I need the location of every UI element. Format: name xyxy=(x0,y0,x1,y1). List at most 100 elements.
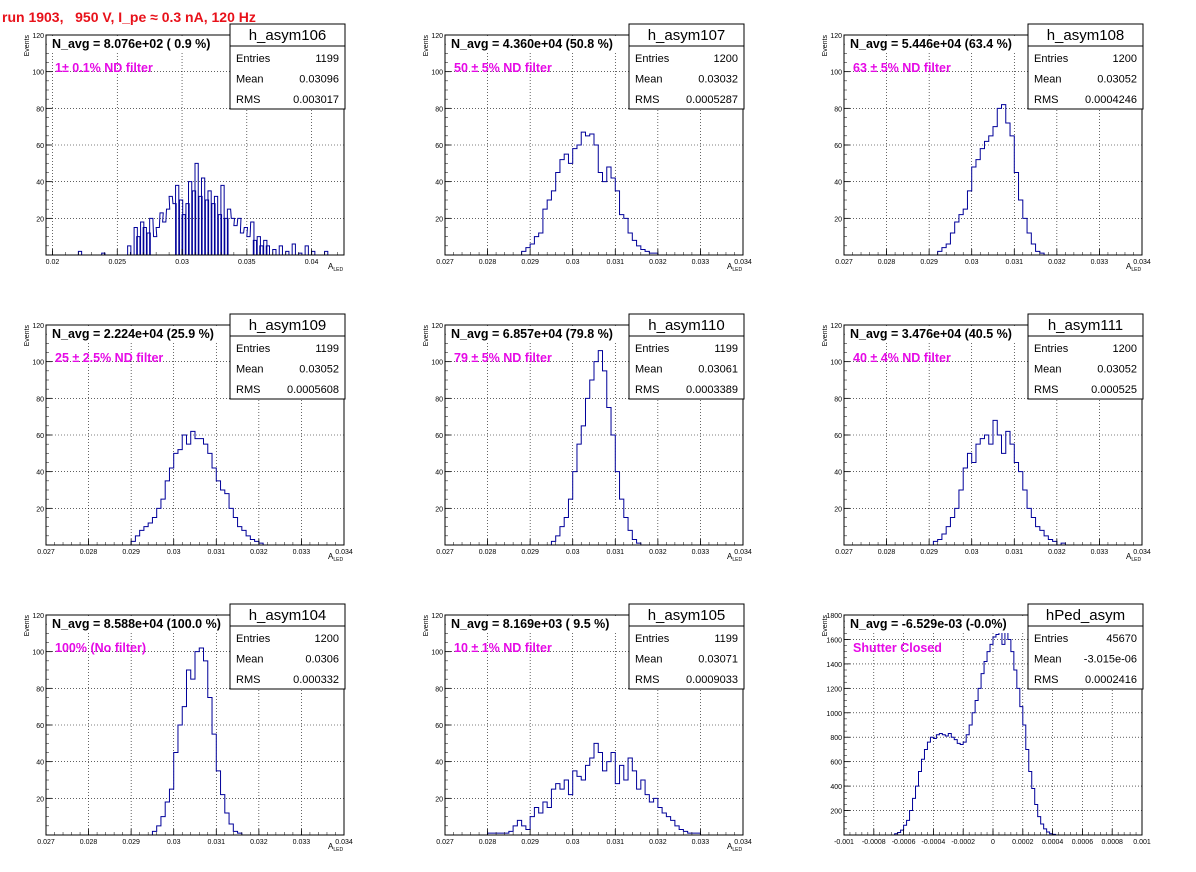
y-tick-label: 60 xyxy=(435,433,443,440)
x-tick-label: 0.031 xyxy=(208,549,226,556)
y-tick-label: 120 xyxy=(32,33,44,40)
x-tick-label: 0.032 xyxy=(250,839,268,846)
y-tick-label: 80 xyxy=(36,686,44,693)
stats-value: 0.03052 xyxy=(299,364,339,376)
histogram-panel-h_asym104: 20 40 60 80 100 120 0.027 0.028 0.029 0.03 0.031 0.… xyxy=(24,603,353,853)
navg-box xyxy=(845,616,1065,633)
stats-value: 1200 xyxy=(1113,343,1137,355)
x-tick-label: 0.028 xyxy=(479,839,497,846)
stats-value: 1200 xyxy=(315,633,339,645)
stats-key: RMS xyxy=(635,94,659,106)
y-tick-label: 60 xyxy=(834,143,842,150)
stats-value: 0.000332 xyxy=(293,674,339,686)
histogram-panel-h_asym107: 20 40 60 80 100 120 0.027 0.028 0.029 0.03 0.031 0.… xyxy=(423,23,752,273)
y-tick-label: 120 xyxy=(431,613,443,620)
histogram-panel-h_asym109: 20 40 60 80 100 120 0.027 0.028 0.029 0.03 0.031 0.… xyxy=(24,313,353,563)
histogram-panel-h_asym110: 20 40 60 80 100 120 0.027 0.028 0.029 0.03 0.031 0.… xyxy=(423,313,752,563)
x-axis-label-subscript: LED xyxy=(732,267,742,273)
stats-key: Mean xyxy=(236,654,264,666)
x-axis-label-subscript: LED xyxy=(732,557,742,563)
x-tick-label: 0.032 xyxy=(250,549,268,556)
histogram-panel-h_asym105: 20 40 60 80 100 120 0.027 0.028 0.029 0.03 0.031 0.… xyxy=(423,603,752,853)
x-tick-label: -0.0008 xyxy=(862,839,886,846)
y-axis-label: Events xyxy=(24,35,31,57)
stats-key: Mean xyxy=(236,364,264,376)
filter-annotation: 25 ± 2.5% ND filter xyxy=(55,351,163,365)
stats-key: RMS xyxy=(236,384,260,396)
histogram-name: h_asym109 xyxy=(249,317,327,334)
x-tick-label: 0.034 xyxy=(1133,259,1151,266)
stats-key: RMS xyxy=(635,384,659,396)
x-tick-label: 0.04 xyxy=(305,259,319,266)
stats-key: Mean xyxy=(1034,364,1062,376)
filter-annotation: 63 ± 5% ND filter xyxy=(853,61,951,75)
x-tick-label: 0.028 xyxy=(878,259,896,266)
stats-key: Entries xyxy=(635,343,670,355)
stats-value: 1199 xyxy=(315,343,339,355)
x-tick-label: 0.029 xyxy=(920,549,938,556)
histogram-name: h_asym108 xyxy=(1047,27,1125,44)
navg-box xyxy=(47,36,267,53)
y-tick-label: 80 xyxy=(435,106,443,113)
stats-value: 0.0004246 xyxy=(1085,94,1137,106)
y-tick-label: 80 xyxy=(36,106,44,113)
histogram-name: h_asym105 xyxy=(648,607,726,624)
y-tick-label: 60 xyxy=(36,433,44,440)
x-tick-label: 0.028 xyxy=(80,549,98,556)
y-tick-label: 120 xyxy=(32,613,44,620)
histogram-panel-hPed_asym: 200 400 600 800 1000 1200 1400 1600 1800 -0.001 -0… xyxy=(822,603,1151,846)
y-tick-label: 40 xyxy=(36,470,44,477)
y-tick-label: 100 xyxy=(830,70,842,77)
y-tick-label: 1400 xyxy=(826,662,842,669)
y-tick-label: 20 xyxy=(435,796,443,803)
stats-key: Entries xyxy=(1034,343,1069,355)
x-tick-label: 0.029 xyxy=(122,549,140,556)
x-tick-label: -0.0002 xyxy=(951,839,975,846)
y-tick-label: 120 xyxy=(830,323,842,330)
x-tick-label: 0.029 xyxy=(920,259,938,266)
x-tick-label: 0.034 xyxy=(335,839,353,846)
x-axis-label: ALED xyxy=(727,552,742,563)
y-tick-label: 80 xyxy=(834,106,842,113)
y-tick-label: 80 xyxy=(435,686,443,693)
y-tick-label: 40 xyxy=(435,470,443,477)
x-axis-label: ALED xyxy=(727,842,742,853)
x-tick-label: 0.028 xyxy=(80,839,98,846)
y-axis-label: Events xyxy=(24,325,31,347)
x-tick-label: -0.0004 xyxy=(922,839,946,846)
stats-key: Mean xyxy=(635,654,663,666)
stats-key: Entries xyxy=(236,343,271,355)
x-tick-label: 0.033 xyxy=(692,549,710,556)
stats-key: Mean xyxy=(635,74,663,86)
x-tick-label: 0.035 xyxy=(238,259,256,266)
stats-key: Entries xyxy=(635,53,670,65)
stats-key: Entries xyxy=(236,53,271,65)
x-axis-label-subscript: LED xyxy=(333,267,343,273)
navg-box xyxy=(47,616,267,633)
x-tick-label: 0.03 xyxy=(965,259,979,266)
y-tick-label: 60 xyxy=(435,723,443,730)
stats-value: 1200 xyxy=(714,53,738,65)
y-tick-label: 120 xyxy=(431,323,443,330)
histogram-name: h_asym111 xyxy=(1048,317,1123,334)
filter-annotation: 100% (No filter) xyxy=(55,641,146,655)
x-axis-label: ALED xyxy=(328,262,343,273)
y-tick-label: 20 xyxy=(834,506,842,513)
stats-value: 1199 xyxy=(315,53,339,65)
histogram-bars xyxy=(932,419,1066,545)
y-tick-label: 20 xyxy=(435,216,443,223)
histogram-name: h_asym104 xyxy=(249,607,327,624)
stats-value: 0.03061 xyxy=(698,364,738,376)
x-tick-label: 0.031 xyxy=(607,259,625,266)
stats-value: 0.03071 xyxy=(698,654,738,666)
x-tick-label: 0.025 xyxy=(108,259,126,266)
navg-box xyxy=(845,326,1065,343)
stats-key: RMS xyxy=(1034,674,1058,686)
x-axis-label: ALED xyxy=(1126,262,1141,273)
y-tick-label: 60 xyxy=(834,433,842,440)
stats-box xyxy=(628,23,745,110)
y-tick-label: 20 xyxy=(36,506,44,513)
y-tick-label: 60 xyxy=(435,143,443,150)
x-tick-label: 0.0006 xyxy=(1072,839,1094,846)
x-tick-label: 0.027 xyxy=(436,549,454,556)
